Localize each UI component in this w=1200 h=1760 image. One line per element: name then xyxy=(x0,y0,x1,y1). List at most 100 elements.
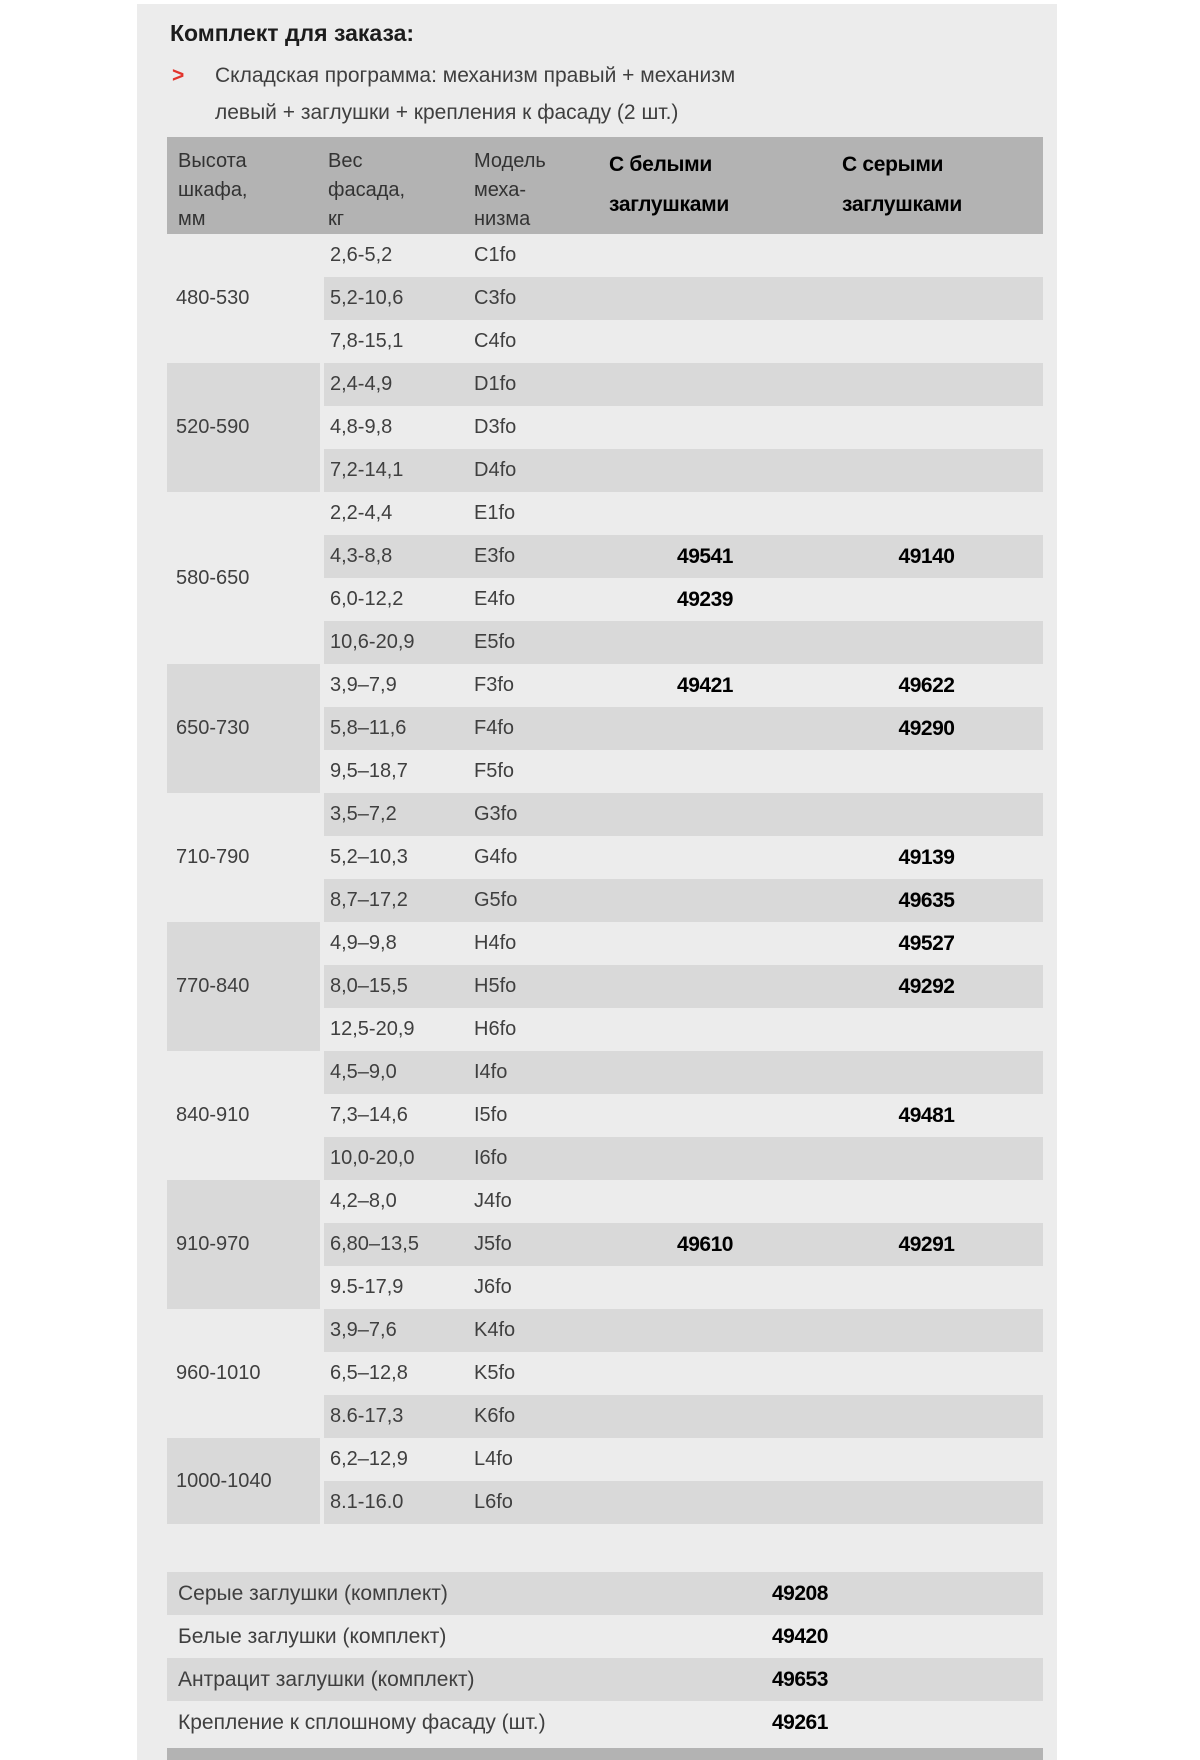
model-cell: E3fo xyxy=(474,545,516,567)
table-row: 2,4-4,9 D1fo xyxy=(324,363,1043,406)
header-cell-1: Высота шкафа, мм xyxy=(178,150,248,230)
weight-cell: 6,2–12,9 xyxy=(330,1448,408,1470)
grey-caps-code-cell: 49527 xyxy=(898,931,955,955)
white-caps-code-cell: 49541 xyxy=(677,544,733,568)
white-caps-code-cell: 49610 xyxy=(677,1232,733,1256)
table-row: 3,5–7,2 G3fo xyxy=(324,793,1043,836)
height-cell: 960-1010 xyxy=(176,1362,261,1384)
group-row: 1000-1040 6,2–12,9 L4fo 8.1-16.0 L6fo xyxy=(167,1438,1043,1524)
table-row: 8,7–17,2 G5fo 49635 xyxy=(324,879,1043,922)
white-caps-code-cell: 49239 xyxy=(677,587,733,611)
model-cell: J6fo xyxy=(474,1276,512,1298)
height-cell: 520-590 xyxy=(167,363,320,492)
page-title: Комплект для заказа: xyxy=(170,20,415,46)
height-cell: 580-650 xyxy=(176,566,250,589)
model-cell: L6fo xyxy=(474,1491,513,1513)
height-cell: 770-840 xyxy=(167,922,320,1051)
weight-cell: 3,9–7,6 xyxy=(330,1319,397,1341)
model-cell: H4fo xyxy=(474,932,517,954)
model-cell: C1fo xyxy=(474,244,517,266)
grey-caps-code-cell: 49292 xyxy=(898,974,955,998)
group-rows: 3,5–7,2 G3fo 5,2–10,3 G4fo 49139 8,7–17,2 G5fo… xyxy=(324,793,1043,922)
model-cell: H6fo xyxy=(474,1018,517,1040)
table-row: 5,2–10,3 G4fo 49139 xyxy=(324,836,1043,879)
group-rows: 3,9–7,6 K4fo 6,5–12,8 K5fo 8.6-17,3 K6fo xyxy=(324,1309,1043,1438)
table-row: 10,6-20,9 E5fo xyxy=(324,621,1043,664)
model-cell: E1fo xyxy=(474,502,516,524)
weight-cell: 2,2-4,4 xyxy=(330,502,393,524)
table-row: 2,6-5,2 C1fo xyxy=(324,234,1043,277)
model-cell: K4fo xyxy=(474,1319,516,1341)
header-cell-4: С белыми заглушками xyxy=(609,153,729,216)
table-row: 10,0-20,0 I6fo xyxy=(324,1137,1043,1180)
height-cell: 480-530 xyxy=(176,287,250,309)
header-cell-2: Вес фасада, кг xyxy=(328,150,406,230)
table-row: 9.5-17,9 J6fo xyxy=(324,1266,1043,1309)
group-row: 650-730 3,9–7,9 F3fo 49421 49622 5,8–11,6 F4fo… xyxy=(167,664,1043,793)
model-cell: C3fo xyxy=(474,287,517,309)
model-cell: G3fo xyxy=(474,803,518,825)
group-rows: 4,9–9,8 H4fo 49527 8,0–15,5 H5fo 49292 12,5-20… xyxy=(324,922,1043,1051)
table-row: 7,2-14,1 D4fo xyxy=(324,449,1043,492)
weight-cell: 10,0-20,0 xyxy=(330,1147,415,1169)
table-row: 6,2–12,9 L4fo xyxy=(324,1438,1043,1481)
table-row: 6,5–12,8 K5fo xyxy=(324,1352,1043,1395)
group-row: 580-650 2,2-4,4 E1fo 4,3-8,8 E3fo 49541 49140 6… xyxy=(167,492,1043,664)
extras-code: 49653 xyxy=(772,1667,828,1691)
grey-caps-code-cell: 49481 xyxy=(898,1103,955,1127)
weight-cell: 4,8-9,8 xyxy=(330,416,393,438)
grey-caps-code-cell: 49291 xyxy=(898,1232,955,1256)
extras-label: Крепление к сплошному фасаду (шт.) xyxy=(178,1710,546,1734)
extras-row: Белые заглушки (комплект) 49420 xyxy=(167,1615,1043,1658)
group-row: 840-910 4,5–9,0 I4fo 7,3–14,6 I5fo 49481 10,0-… xyxy=(167,1051,1043,1180)
bullet-line-2: левый + заглушки + крепления к фасаду (2… xyxy=(215,101,679,124)
group-row: 710-790 3,5–7,2 G3fo 5,2–10,3 G4fo 49139 8,7–1… xyxy=(167,793,1043,922)
group-row: 960-1010 3,9–7,6 K4fo 6,5–12,8 K5fo 8.6-17,3 K… xyxy=(167,1309,1043,1438)
bullet-item: > Складская программа: механизм правый +… xyxy=(172,57,1057,131)
weight-cell: 6,80–13,5 xyxy=(330,1233,419,1255)
table-row: 2,2-4,4 E1fo xyxy=(324,492,1043,535)
table-row: 5,2-10,6 C3fo xyxy=(324,277,1043,320)
group-rows: 2,4-4,9 D1fo 4,8-9,8 D3fo 7,2-14,1 D4fo xyxy=(324,363,1043,492)
header-cell-5: С серыми заглушками xyxy=(842,153,962,216)
weight-cell: 9.5-17,9 xyxy=(330,1276,404,1298)
weight-cell: 7,2-14,1 xyxy=(330,459,404,481)
group-rows: 3,9–7,9 F3fo 49421 49622 5,8–11,6 F4fo 49290 9,… xyxy=(324,664,1043,793)
group-rows: 2,6-5,2 C1fo 5,2-10,6 C3fo 7,8-15,1 C4fo xyxy=(324,234,1043,363)
model-cell: G5fo xyxy=(474,889,518,911)
weight-cell: 2,6-5,2 xyxy=(330,244,393,266)
grey-caps-code-cell: 49622 xyxy=(898,673,955,697)
weight-cell: 5,8–11,6 xyxy=(330,717,407,739)
table-row: 4,2–8,0 J4fo xyxy=(324,1180,1043,1223)
weight-cell: 6,5–12,8 xyxy=(330,1362,408,1384)
weight-cell: 2,4-4,9 xyxy=(330,373,393,395)
group-row: 770-840 4,9–9,8 H4fo 49527 8,0–15,5 H5fo 49292… xyxy=(167,922,1043,1051)
extras-label: Антрацит заглушки (комплект) xyxy=(178,1667,475,1691)
order-table: Высота шкафа, мм Вес фасада, кг Модель мех… xyxy=(167,137,1043,1524)
model-cell: F3fo xyxy=(474,674,515,696)
table-row: 3,9–7,9 F3fo 49421 49622 xyxy=(324,664,1043,707)
model-cell: J4fo xyxy=(474,1190,512,1212)
table-row: 7,3–14,6 I5fo 49481 xyxy=(324,1094,1043,1137)
table-row: 8,0–15,5 H5fo 49292 xyxy=(324,965,1043,1008)
model-cell: K6fo xyxy=(474,1405,516,1427)
table-row: 7,8-15,1 C4fo xyxy=(324,320,1043,363)
header-cell-3: Модель меха- низма xyxy=(474,150,546,230)
extras-code: 49208 xyxy=(772,1581,828,1605)
table-row: 8.1-16.0 L6fo xyxy=(324,1481,1043,1524)
weight-cell: 4,3-8,8 xyxy=(330,545,393,567)
group-row: 520-590 2,4-4,9 D1fo 4,8-9,8 D3fo 7,2-14,1 D4f… xyxy=(167,363,1043,492)
weight-cell: 12,5-20,9 xyxy=(330,1018,415,1040)
table-row: 4,8-9,8 D3fo xyxy=(324,406,1043,449)
height-cell: 840-910 xyxy=(176,1104,250,1126)
extras-table: Серые заглушки (комплект) 49208 Белые загл… xyxy=(167,1572,1043,1744)
grey-caps-code-cell: 49290 xyxy=(898,716,955,740)
model-cell: D4fo xyxy=(474,459,517,481)
weight-cell: 7,3–14,6 xyxy=(330,1104,408,1126)
model-cell: K5fo xyxy=(474,1362,516,1384)
weight-cell: 4,5–9,0 xyxy=(330,1061,397,1083)
model-cell: G4fo xyxy=(474,846,518,868)
weight-cell: 9,5–18,7 xyxy=(330,760,408,782)
weight-cell: 8,0–15,5 xyxy=(330,975,408,997)
extras-label: Серые заглушки (комплект) xyxy=(178,1581,448,1605)
